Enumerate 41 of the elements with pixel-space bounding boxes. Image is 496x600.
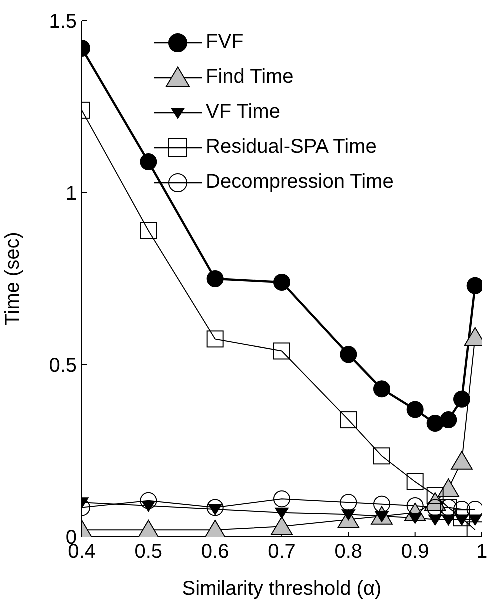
point bbox=[406, 401, 424, 418]
point bbox=[206, 499, 224, 516]
point bbox=[426, 414, 444, 432]
point bbox=[140, 222, 158, 240]
point bbox=[140, 154, 158, 171]
point bbox=[454, 390, 470, 408]
point bbox=[206, 270, 224, 288]
y-axis-title: Time (sec) bbox=[2, 232, 24, 326]
point bbox=[274, 274, 290, 291]
point bbox=[374, 380, 390, 398]
point bbox=[440, 412, 458, 429]
point bbox=[374, 448, 390, 465]
legend-label: Find Time bbox=[206, 66, 294, 89]
x-tick-label: 1 bbox=[476, 541, 488, 564]
y-tick-label: 0.5 bbox=[49, 355, 77, 378]
legend-label: Decompression Time bbox=[206, 171, 394, 194]
legend-label: FVF bbox=[206, 31, 244, 54]
point bbox=[206, 330, 224, 348]
legend-label: Residual-SPA Time bbox=[206, 136, 377, 159]
x-axis-title: Similarity threshold (α) bbox=[182, 578, 382, 600]
point bbox=[271, 516, 293, 536]
point bbox=[451, 451, 473, 470]
y-tick-label: 1 bbox=[66, 183, 77, 206]
x-tick-label: 0.7 bbox=[268, 541, 296, 564]
point bbox=[438, 478, 460, 498]
point bbox=[274, 490, 290, 508]
y-tick-label: 1.5 bbox=[49, 11, 77, 34]
point bbox=[406, 473, 424, 490]
x-tick-label: 0.8 bbox=[334, 541, 363, 564]
point bbox=[454, 510, 470, 527]
legend-label: VF Time bbox=[206, 101, 280, 124]
x-tick-label: 0.9 bbox=[401, 541, 430, 564]
point bbox=[140, 492, 158, 510]
point bbox=[275, 508, 289, 519]
point bbox=[340, 412, 358, 429]
point bbox=[340, 346, 358, 364]
x-tick-label: 0.5 bbox=[134, 541, 163, 564]
x-tick-label: 0.6 bbox=[201, 541, 230, 564]
point bbox=[274, 342, 290, 360]
point bbox=[374, 496, 390, 513]
point bbox=[340, 494, 358, 512]
